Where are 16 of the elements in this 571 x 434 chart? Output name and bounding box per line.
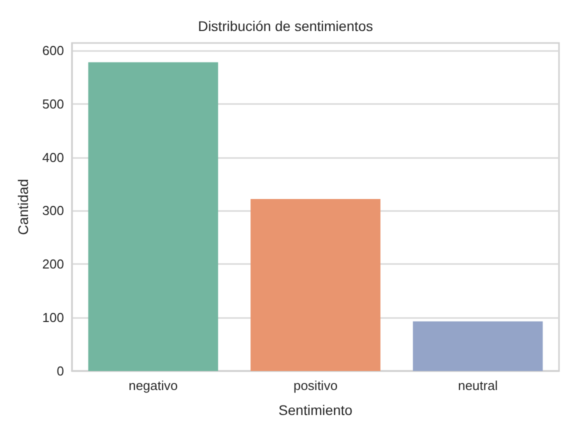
y-tick-label: 0: [56, 364, 64, 378]
y-tick-label: 200: [42, 256, 64, 272]
chart-title: Distribución de sentimientos: [198, 18, 374, 34]
bar: [250, 198, 380, 371]
x-tick-label: neutral: [458, 378, 498, 393]
y-tick-label: 500: [42, 96, 64, 112]
y-tick-label: 400: [42, 150, 64, 165]
bar: [412, 321, 543, 371]
y-tick-label: 300: [42, 203, 64, 218]
y-tick-label: 600: [42, 42, 64, 58]
x-tick-label: positivo: [293, 378, 338, 393]
y-axis-title: Cantidad: [15, 178, 31, 236]
x-tick-label: negativo: [128, 378, 178, 393]
y-tick-label: 100: [42, 310, 64, 326]
x-axis-title: Sentimiento: [278, 402, 353, 418]
bar: [88, 62, 218, 371]
